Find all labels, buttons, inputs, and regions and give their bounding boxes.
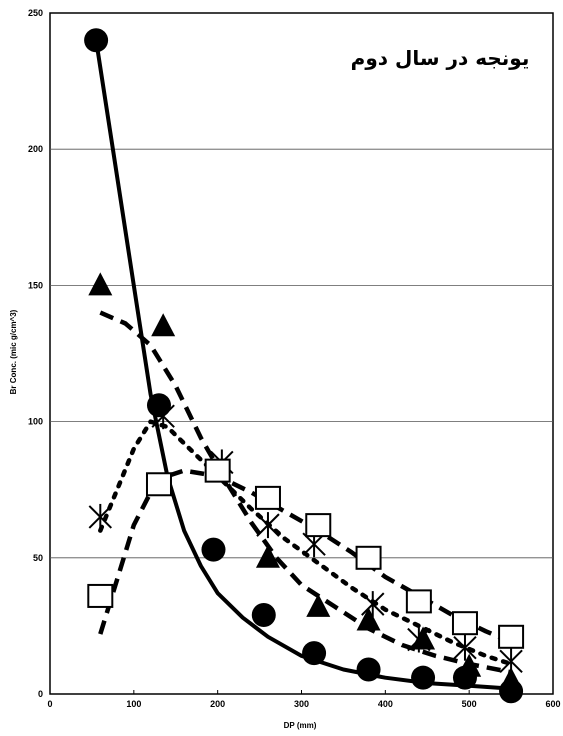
- x-tick-label: 300: [294, 699, 309, 709]
- data-point-triangle: [499, 667, 524, 691]
- data-point-square: [254, 485, 281, 510]
- data-point-square: [145, 472, 172, 497]
- data-point-triangle: [411, 626, 436, 650]
- data-point-square: [498, 624, 525, 649]
- y-tick-label: 0: [38, 689, 43, 699]
- data-point-circle: [146, 393, 171, 418]
- y-axis-label: Br Conc. (mic g/cm^3): [9, 309, 18, 394]
- data-point-triangle: [306, 593, 331, 617]
- data-point-triangle: [88, 272, 113, 296]
- plot-area: [49, 12, 554, 695]
- data-point-square: [204, 458, 231, 483]
- fit-curve-triangle: [99, 310, 512, 675]
- data-point-circle: [201, 537, 226, 562]
- data-point-circle: [356, 657, 381, 682]
- data-point-triangle: [457, 653, 482, 677]
- y-tick-label: 150: [28, 280, 43, 290]
- data-point-circle: [84, 28, 109, 53]
- data-point-triangle: [151, 313, 176, 337]
- data-point-square: [405, 589, 432, 614]
- fit-curve-square: [98, 468, 512, 645]
- data-point-circle: [251, 603, 276, 628]
- x-tick-label: 100: [126, 699, 141, 709]
- x-axis-label: DP (mm): [284, 721, 317, 730]
- data-point-square: [355, 545, 382, 570]
- chart-annotation: یونجه در سال دوم: [351, 46, 530, 70]
- data-point-star: [361, 591, 385, 618]
- data-point-square: [87, 583, 114, 608]
- data-point-star: [453, 634, 477, 661]
- x-tick-label: 400: [378, 699, 393, 709]
- axis-ticks: 0 50 100 150 200 250 0 100 200 300 400 500 600: [28, 8, 561, 709]
- data-point-square: [451, 611, 478, 636]
- data-point-triangle: [255, 544, 280, 568]
- data-point-star: [88, 503, 113, 530]
- y-tick-label: 250: [28, 8, 43, 18]
- x-tick-label: 0: [47, 699, 52, 709]
- data-point-star: [256, 512, 280, 539]
- y-tick-label: 100: [28, 417, 43, 427]
- data-point-triangle: [356, 607, 381, 631]
- y-tick-label: 200: [28, 144, 43, 154]
- data-point-star: [499, 648, 523, 675]
- data-point-star: [407, 626, 431, 653]
- data-point-circle: [302, 641, 327, 666]
- data-markers: [84, 28, 525, 704]
- x-tick-label: 200: [210, 699, 225, 709]
- data-point-circle: [411, 665, 436, 690]
- x-tick-label: 600: [545, 699, 560, 709]
- y-tick-label: 50: [33, 553, 43, 563]
- data-point-star: [151, 403, 175, 430]
- x-tick-label: 500: [462, 699, 477, 709]
- data-point-square: [305, 513, 332, 538]
